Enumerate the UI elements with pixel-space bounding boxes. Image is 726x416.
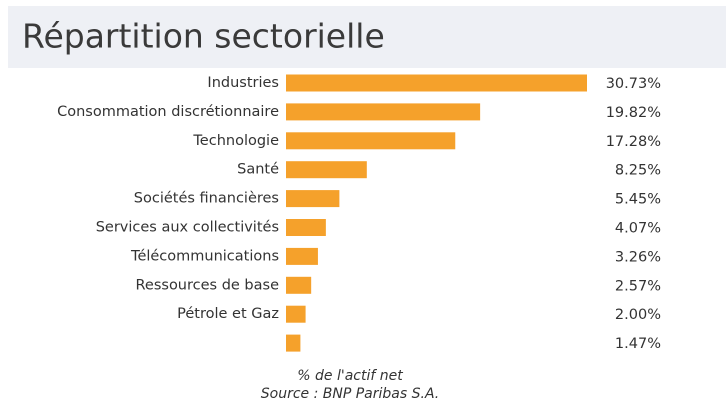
- bar: [286, 219, 326, 236]
- bar: [286, 247, 318, 265]
- source: Source : BNP Paribas S.A.: [261, 386, 439, 402]
- title-band: [8, 6, 726, 68]
- bar: [286, 190, 340, 208]
- category-label: Consommation discrétionnaire: [57, 104, 279, 120]
- value-label: 19.82%: [606, 105, 661, 121]
- bar: [286, 132, 456, 150]
- category-label: Sociétés financières: [134, 191, 279, 207]
- value-label: 17.28%: [606, 134, 661, 150]
- value-label: 3.26%: [615, 249, 661, 265]
- category-label: Santé: [237, 162, 279, 178]
- category-label: Services aux collectivités: [96, 220, 279, 236]
- category-label: Télécommunications: [130, 248, 279, 264]
- value-label: 5.45%: [615, 192, 661, 208]
- category-label: Ressources de base: [135, 277, 279, 293]
- bar: [286, 305, 306, 323]
- chart-title: Répartition sectorielle: [22, 17, 385, 56]
- bar: [286, 74, 587, 92]
- bar: [286, 276, 312, 294]
- category-label: Pétrole et Gaz: [177, 306, 279, 322]
- bar: [286, 161, 367, 179]
- value-label: 30.73%: [606, 76, 661, 92]
- value-label: 8.25%: [615, 163, 661, 179]
- bar: [286, 103, 481, 121]
- category-label: Technologie: [192, 133, 279, 149]
- axis-label: % de l'actif net: [297, 368, 403, 384]
- bar: [286, 334, 301, 352]
- category-label: Industries: [207, 75, 279, 91]
- value-label: 2.57%: [615, 278, 661, 294]
- value-label: 2.00%: [615, 307, 661, 323]
- value-label: 1.47%: [615, 336, 661, 352]
- value-label: 4.07%: [615, 221, 661, 237]
